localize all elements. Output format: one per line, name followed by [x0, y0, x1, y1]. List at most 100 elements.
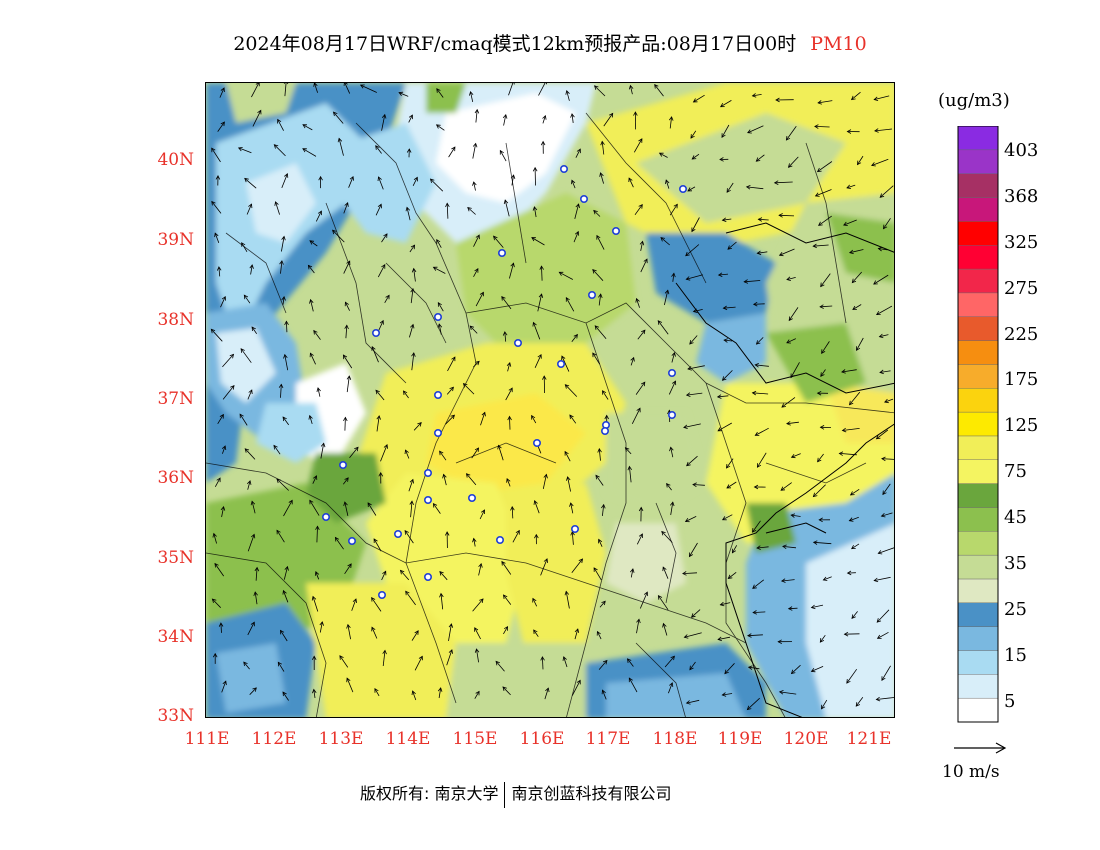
- wind-arrow-head: [756, 545, 761, 550]
- colorbar-frame: [957, 126, 999, 723]
- wind-arrow-head: [317, 210, 322, 216]
- wind-arrow-icon: [818, 100, 833, 104]
- wind-arrow-icon: [335, 537, 344, 550]
- wind-arrow-icon: [448, 623, 452, 641]
- wind-arrow-icon: [686, 392, 703, 396]
- wind-arrow-icon: [669, 116, 672, 129]
- wind-arrow-icon: [849, 391, 861, 405]
- wind-arrow-head: [405, 206, 410, 212]
- wind-arrow-head: [342, 354, 348, 360]
- wind-arrow-icon: [254, 592, 258, 605]
- wind-arrow-head: [780, 578, 786, 583]
- wind-arrow-icon: [244, 178, 257, 189]
- wind-arrow-head: [429, 178, 435, 184]
- wind-arrow-icon: [443, 474, 447, 486]
- wind-arrow-head: [302, 148, 307, 153]
- wind-arrow-head: [432, 266, 438, 271]
- wind-arrow-icon: [850, 488, 860, 496]
- wind-arrow-icon: [752, 579, 765, 589]
- wind-arrow-icon: [211, 201, 222, 214]
- city-marker-icon: [394, 529, 403, 538]
- wind-arrow-head: [219, 413, 224, 419]
- wind-arrow-icon: [512, 530, 520, 543]
- wind-arrow-icon: [640, 241, 643, 251]
- wind-arrow-icon: [662, 566, 669, 579]
- wind-arrow-head: [721, 217, 727, 222]
- wind-arrow-head: [780, 486, 786, 491]
- wind-arrow-icon: [691, 217, 700, 232]
- wind-arrow-icon: [378, 176, 384, 190]
- wind-arrow-icon: [654, 84, 664, 97]
- wind-arrow-icon: [852, 304, 862, 310]
- wind-arrow-icon: [476, 649, 479, 663]
- wind-arrow-icon: [811, 666, 824, 672]
- wind-reference-arrow: [954, 742, 1007, 754]
- wind-arrow-icon: [347, 624, 351, 640]
- colorbar-block: [957, 173, 999, 198]
- wind-arrow-icon: [717, 395, 729, 398]
- lat-label-34n: 34N: [157, 627, 194, 647]
- wind-arrow-icon: [693, 309, 703, 312]
- wind-arrow-head: [250, 500, 256, 506]
- wind-arrow-icon: [791, 453, 801, 458]
- wind-arrow-head: [597, 447, 602, 453]
- wind-arrow-icon: [661, 531, 673, 543]
- wind-arrow-icon: [281, 236, 285, 252]
- wind-arrow-head: [778, 690, 784, 695]
- wind-arrow-icon: [275, 201, 280, 215]
- wind-arrow-head: [375, 145, 380, 150]
- wind-arrow-head: [211, 147, 216, 153]
- wind-arrow-head: [846, 570, 852, 576]
- wind-arrow-icon: [732, 545, 738, 553]
- wind-arrow-icon: [277, 662, 285, 672]
- concentration-field: [206, 83, 894, 717]
- wind-arrow-head: [851, 614, 856, 620]
- wind-arrow-head: [880, 513, 886, 518]
- wind-arrow-head: [877, 246, 883, 252]
- city-marker-icon: [339, 460, 348, 469]
- wind-arrow-head: [790, 453, 796, 459]
- wind-arrow-icon: [473, 234, 480, 247]
- footer-separator: [504, 781, 506, 808]
- wind-arrow-icon: [813, 244, 829, 247]
- copyright-footer: 版权所有: 南京大学 南京创蓝科技有限公司: [360, 780, 672, 808]
- wind-arrow-head: [531, 414, 536, 420]
- wind-arrow-icon: [282, 691, 289, 701]
- wind-arrow-icon: [815, 189, 832, 197]
- colorbar-label-225: 225: [1004, 324, 1039, 345]
- wind-arrow-head: [534, 533, 539, 539]
- wind-arrow-head: [406, 148, 412, 153]
- wind-arrow-icon: [876, 429, 889, 440]
- wind-arrow-icon: [781, 397, 796, 408]
- wind-arrow-icon: [375, 145, 382, 154]
- wind-arrow-head: [532, 321, 537, 327]
- wind-arrow-head: [874, 128, 879, 133]
- wind-arrow-icon: [571, 680, 581, 696]
- wind-arrow-head: [576, 679, 581, 685]
- wind-arrow-head: [248, 389, 253, 395]
- wind-arrow-icon: [686, 274, 704, 280]
- wind-arrow-icon: [717, 422, 732, 432]
- wind-arrow-head: [816, 167, 822, 173]
- city-marker-icon: [513, 338, 522, 347]
- wind-arrow-head: [879, 369, 884, 375]
- wind-arrow-icon: [406, 207, 411, 221]
- wind-arrow-icon: [344, 563, 352, 575]
- wind-arrow-head: [817, 100, 822, 105]
- wind-arrow-icon: [473, 361, 480, 368]
- wind-arrow-icon: [251, 326, 258, 335]
- wind-arrow-head: [657, 595, 663, 600]
- wind-arrow-icon: [823, 576, 832, 581]
- wind-arrow-icon: [881, 665, 891, 681]
- title-species: PM10: [810, 33, 867, 55]
- wind-arrow-icon: [629, 466, 632, 483]
- wind-arrow-head: [255, 83, 260, 87]
- wind-arrow-head: [211, 598, 217, 604]
- wind-arrow-icon: [283, 566, 288, 580]
- wind-arrow-icon: [282, 296, 285, 305]
- wind-arrow-head: [752, 610, 757, 615]
- wind-arrow-head: [787, 163, 793, 168]
- wind-arrow-head: [542, 115, 547, 120]
- wind-arrow-icon: [412, 690, 417, 701]
- wind-arrow-head: [474, 627, 479, 632]
